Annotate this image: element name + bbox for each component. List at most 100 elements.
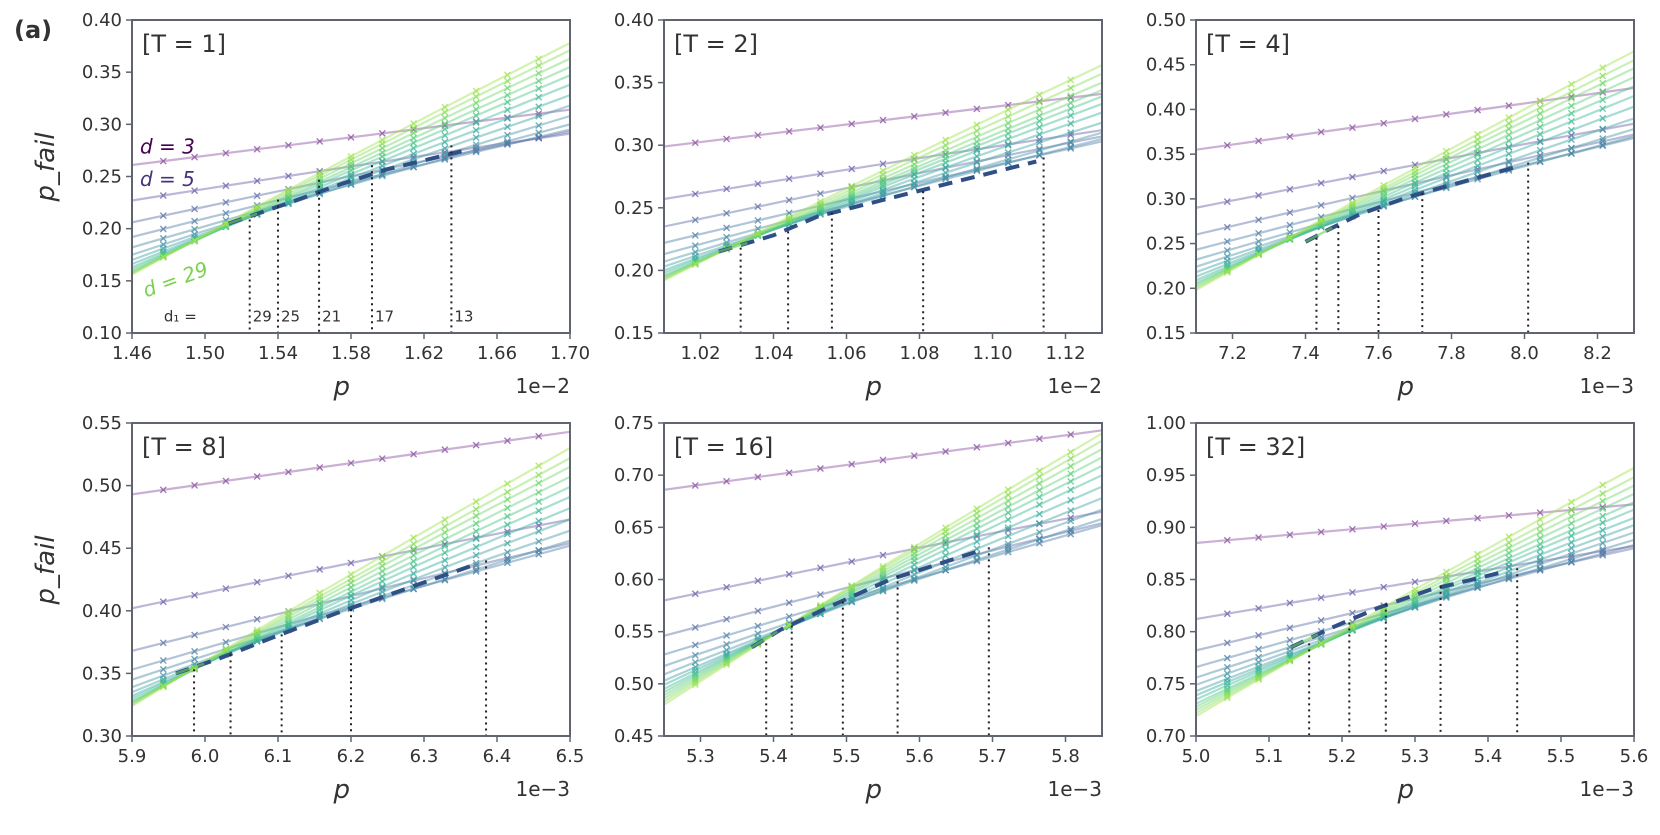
- data-point-marker: [222, 219, 230, 227]
- data-point-marker: [1286, 132, 1294, 140]
- data-point-marker: [1536, 104, 1544, 112]
- data-point-marker: [879, 160, 887, 168]
- data-point-marker: [1442, 147, 1450, 155]
- data-point-marker: [1004, 503, 1012, 511]
- data-point-marker: [1255, 653, 1263, 661]
- data-point-marker: [816, 198, 824, 206]
- data-point-marker: [879, 565, 887, 573]
- y-tick-label: 0.15: [82, 271, 122, 292]
- x-tick-label: 6.0: [191, 746, 220, 767]
- data-point-marker: [1035, 435, 1043, 443]
- data-point-marker: [1255, 674, 1263, 682]
- data-point-marker: [410, 569, 418, 577]
- data-point-marker: [691, 678, 699, 686]
- data-point-marker: [816, 200, 824, 208]
- data-point-marker: [284, 188, 292, 196]
- x-tick-label: 5.2: [1328, 746, 1357, 767]
- data-point-marker: [441, 125, 449, 133]
- data-point-marker: [910, 577, 918, 585]
- data-point-marker: [1505, 511, 1513, 519]
- data-point-marker: [1599, 526, 1607, 534]
- data-point-marker: [1223, 610, 1231, 618]
- data-point-marker: [284, 141, 292, 149]
- data-point-marker: [1567, 506, 1575, 514]
- data-point-marker: [1067, 99, 1075, 107]
- data-point-marker: [1348, 623, 1356, 631]
- data-point-marker: [1004, 112, 1012, 120]
- data-point-marker: [472, 551, 480, 559]
- panel-3: 7.2 7.4 7.6 7.8 8.0 8.2 0.15 0.20 0.25 0.30 0.35 0.…: [1146, 10, 1635, 402]
- data-point-marker: [1536, 116, 1544, 124]
- data-point-marker: [191, 481, 199, 489]
- data-point-marker: [472, 118, 480, 126]
- data-point-marker: [535, 77, 543, 85]
- y-tick-label: 0.50: [1146, 10, 1186, 31]
- data-point-marker: [1004, 486, 1012, 494]
- y-tick-label: 0.65: [614, 517, 654, 538]
- data-point-marker: [1035, 91, 1043, 99]
- data-point-marker: [441, 542, 449, 550]
- data-point-marker: [316, 464, 324, 472]
- data-point-marker: [1067, 507, 1075, 515]
- data-point-marker: [754, 180, 762, 188]
- data-point-marker: [754, 473, 762, 481]
- plot-area: [1196, 466, 1634, 736]
- data-point-marker: [503, 71, 511, 79]
- data-point-marker: [754, 622, 762, 630]
- data-point-marker: [1035, 145, 1043, 153]
- data-point-marker: [159, 225, 167, 233]
- pseudothreshold-trend: [750, 549, 979, 650]
- data-point-marker: [1067, 517, 1075, 525]
- data-point-marker: [942, 175, 950, 183]
- data-point-marker: [973, 164, 981, 172]
- data-point-marker: [347, 570, 355, 578]
- data-point-marker: [1505, 539, 1513, 547]
- data-point-marker: [253, 204, 261, 212]
- data-point-marker: [816, 465, 824, 473]
- x-tick-label: 1.70: [550, 343, 590, 364]
- data-point-marker: [973, 105, 981, 113]
- data-point-marker: [1317, 528, 1325, 536]
- plot-area: [132, 430, 570, 736]
- axes-frame: [663, 19, 1103, 334]
- data-point-marker: [1286, 221, 1294, 229]
- data-point-marker: [472, 498, 480, 506]
- data-point-marker: [1505, 114, 1513, 122]
- data-point-marker: [879, 167, 887, 175]
- data-point-marker: [723, 135, 731, 143]
- data-point-marker: [1348, 201, 1356, 209]
- data-point-marker: [1599, 79, 1607, 87]
- data-point-marker: [222, 221, 230, 229]
- data-point-marker: [1317, 218, 1325, 226]
- label-d3: d = 3: [140, 135, 195, 159]
- data-point-marker: [1474, 555, 1482, 563]
- data-point-marker: [816, 170, 824, 178]
- data-point-marker: [973, 138, 981, 146]
- data-point-marker: [1067, 143, 1075, 151]
- panel-title: [T = 1]: [142, 30, 226, 58]
- data-point-marker: [1474, 151, 1482, 159]
- x-tick-label: 5.6: [905, 746, 934, 767]
- data-point-marker: [1286, 531, 1294, 539]
- data-point-marker: [535, 546, 543, 554]
- figure-label: (a): [14, 16, 52, 44]
- y-tick-label: 0.40: [82, 601, 122, 622]
- data-point-marker: [942, 169, 950, 177]
- data-point-marker: [441, 114, 449, 122]
- data-point-marker: [691, 231, 699, 239]
- data-point-marker: [848, 182, 856, 190]
- y-tick-label: 0.90: [1146, 517, 1186, 538]
- data-point-marker: [973, 121, 981, 129]
- data-point-marker: [1035, 117, 1043, 125]
- data-point-marker: [1255, 631, 1263, 639]
- data-point-marker: [942, 524, 950, 532]
- pseudothreshold-trend: [718, 159, 1037, 254]
- data-point-marker: [1255, 645, 1263, 653]
- x-axis-label: p: [1396, 775, 1414, 805]
- series-line-d11: [132, 123, 570, 249]
- data-point-marker: [1035, 535, 1043, 543]
- series-line-d13: [664, 131, 1102, 263]
- data-point-marker: [723, 640, 731, 648]
- data-point-marker: [1255, 242, 1263, 250]
- x-tick-label: 6.3: [410, 746, 439, 767]
